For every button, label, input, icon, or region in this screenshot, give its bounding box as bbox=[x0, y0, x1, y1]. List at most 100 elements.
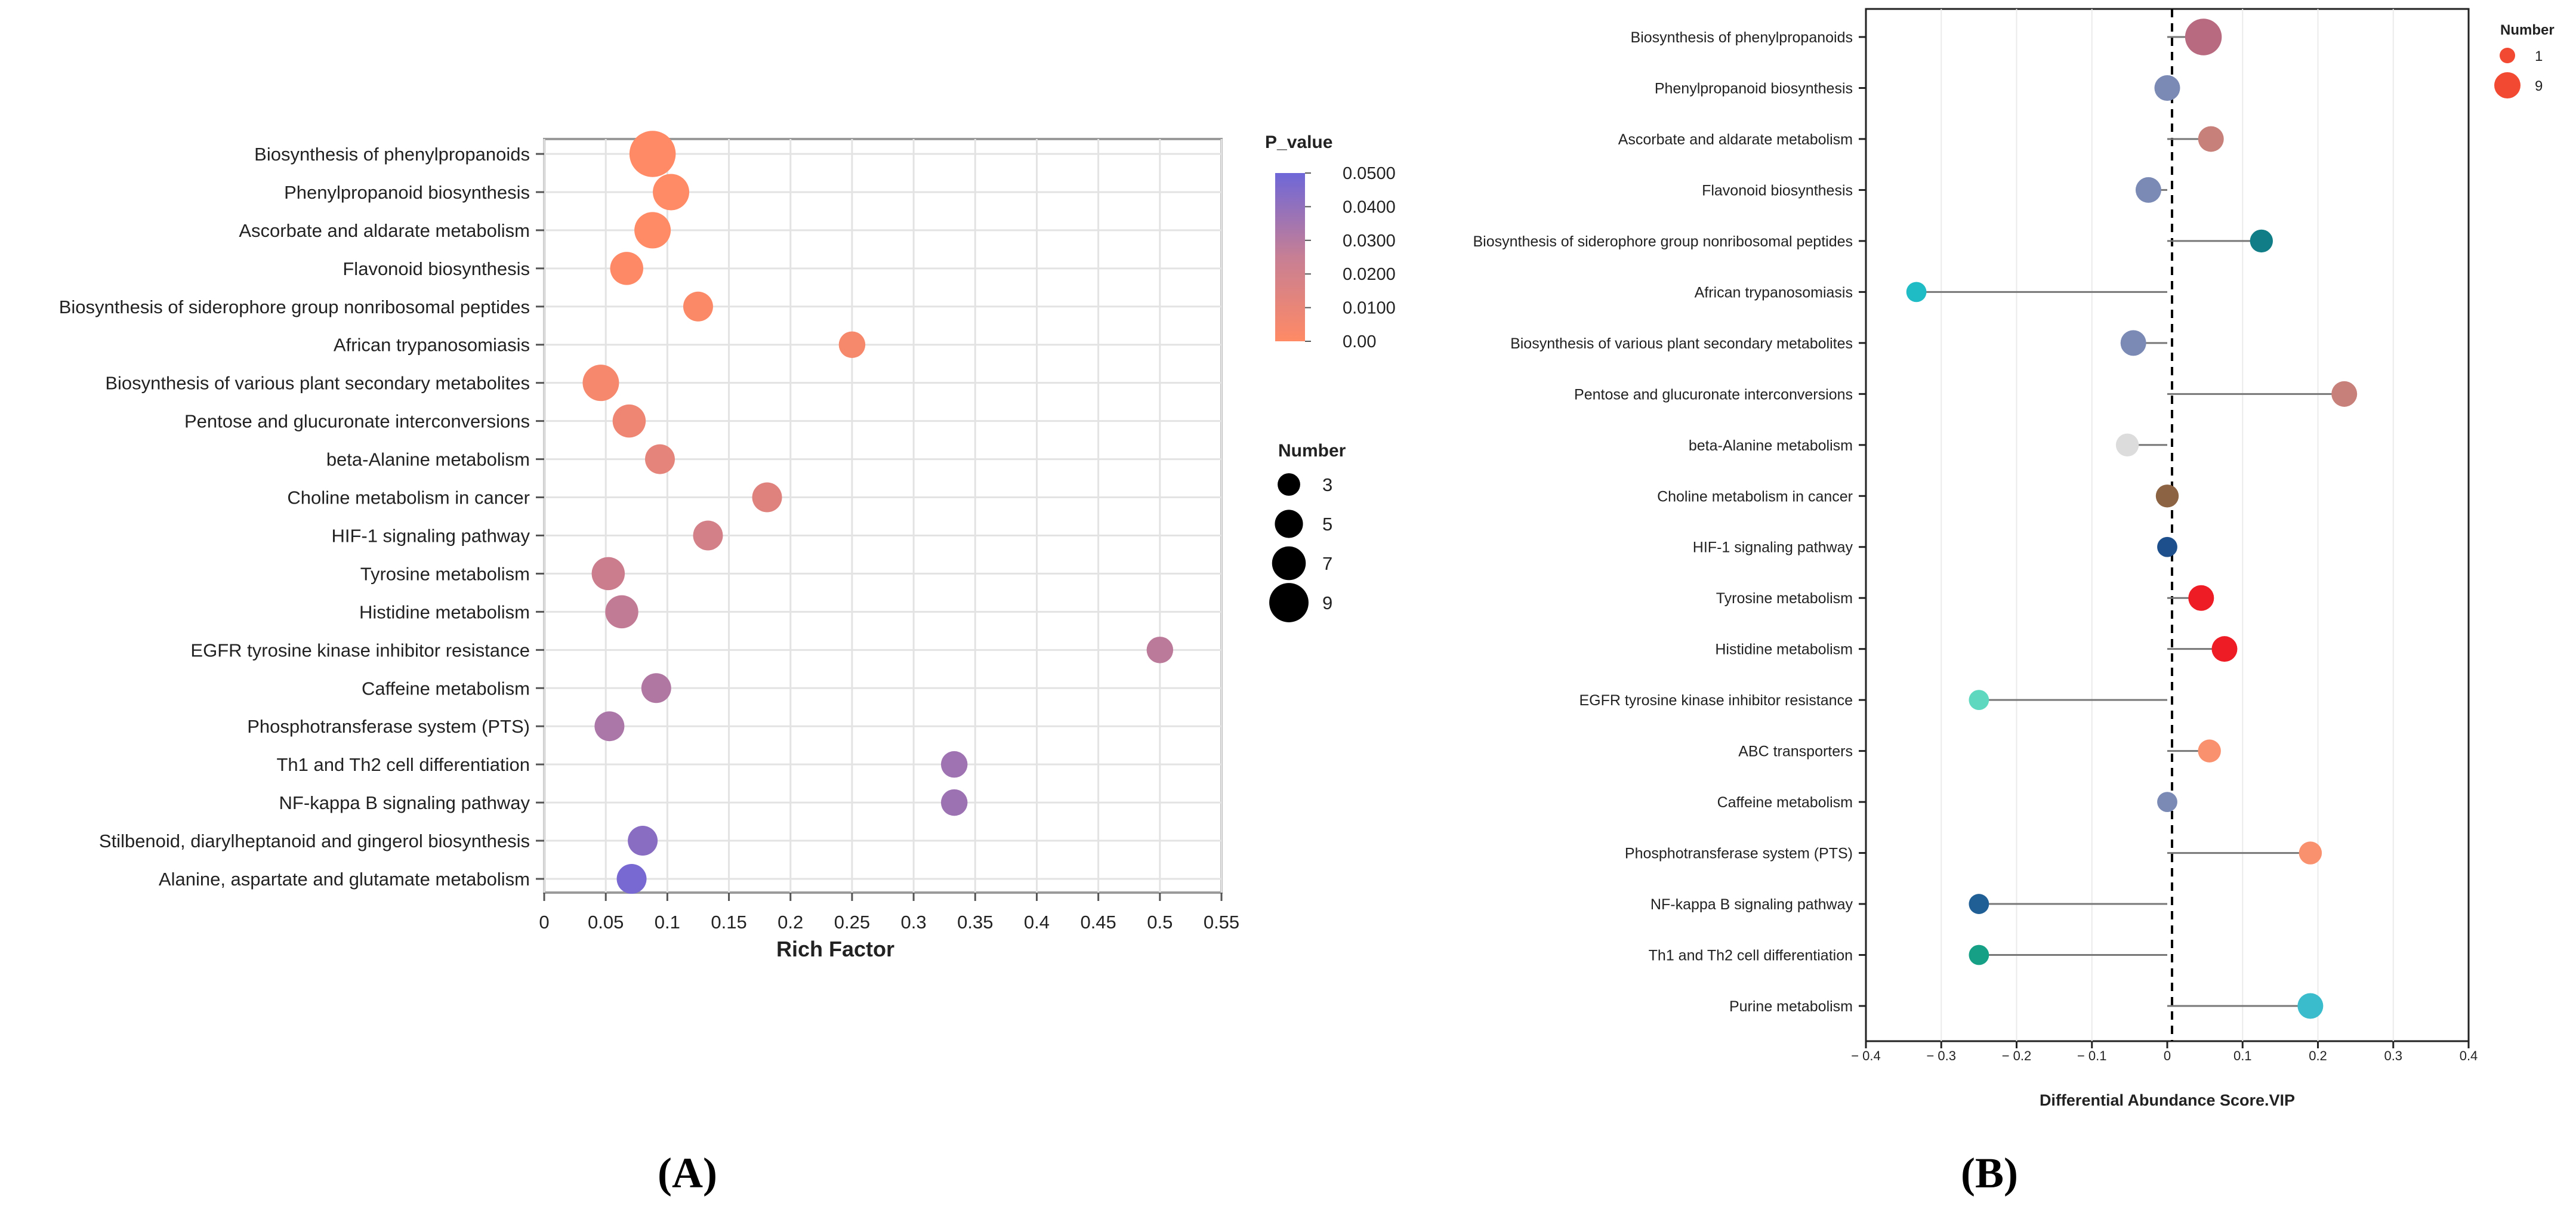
panel-b-dot bbox=[1969, 690, 1989, 710]
color-legend-tick-label: 0.0500 bbox=[1343, 164, 1396, 183]
panel-a-bubble bbox=[839, 331, 866, 358]
panel-b-dot bbox=[2198, 739, 2221, 762]
panel-a-category-label: HIF-1 signaling pathway bbox=[331, 525, 530, 546]
panel-a-bubble bbox=[693, 520, 723, 550]
panel-b-plot-area bbox=[1866, 9, 2469, 1041]
panel-a-bubble bbox=[630, 131, 676, 177]
panel-a-category-labels: Biosynthesis of phenylpropanoids Phenylpr… bbox=[59, 144, 530, 890]
panel-b-x-ticks: − 0.4 − 0.3 − 0.2 − 0.1 0 0.1 0.2 0.3 0.4 bbox=[1851, 1048, 2478, 1063]
color-legend-bar bbox=[1275, 173, 1305, 341]
panel-a-x-tick-label: 0.15 bbox=[711, 912, 746, 933]
panel-b-category-label: Choline metabolism in cancer bbox=[1657, 488, 1853, 505]
panel-a-category-label: Phosphotransferase system (PTS) bbox=[247, 716, 530, 737]
panel-b-category-label: Pentose and glucuronate interconversions bbox=[1574, 386, 1853, 403]
panel-b-size-legend: 19 bbox=[2494, 48, 2543, 98]
panel-b-category-label: African trypanosomiasis bbox=[1695, 284, 1853, 301]
panel-a-category-label: Caffeine metabolism bbox=[362, 678, 530, 699]
size-legend-label: 9 bbox=[1322, 592, 1332, 613]
panel-b-category-label: Phosphotransferase system (PTS) bbox=[1625, 845, 1853, 862]
panel-a-bubble bbox=[594, 711, 624, 741]
panel-a-category-label: Biosynthesis of various plant secondary … bbox=[105, 373, 530, 394]
panel-a-plot-area bbox=[544, 139, 1221, 893]
size-legend-label: 3 bbox=[1322, 474, 1332, 495]
panel-b-dot bbox=[1969, 945, 1989, 965]
panel-b-x-tick-label: 0.3 bbox=[2384, 1048, 2402, 1063]
panel-a-bubble bbox=[645, 445, 675, 474]
panel-b-dot bbox=[2211, 636, 2237, 662]
panel-a-category-label: Phenylpropanoid biosynthesis bbox=[284, 182, 530, 203]
panel-a-x-tick-label: 0.25 bbox=[834, 912, 870, 933]
panel-a-category-label: Pentose and glucuronate interconversions bbox=[184, 411, 530, 432]
panel-b-dot bbox=[2188, 585, 2214, 611]
panel-a-category-label: beta-Alanine metabolism bbox=[326, 449, 530, 470]
panel-b-x-axis-label: Differential Abundance Score.VIP bbox=[2040, 1091, 2295, 1109]
panel-b-x-tick-label: − 0.4 bbox=[1851, 1048, 1881, 1063]
panel-a-bubble bbox=[605, 595, 638, 629]
panel-b-category-label: Ascorbate and aldarate metabolism bbox=[1618, 131, 1853, 148]
panel-b-size-legend-label: 9 bbox=[2535, 78, 2543, 94]
panel-a-bubble bbox=[634, 212, 671, 248]
color-legend-tick-label: 0.0100 bbox=[1343, 299, 1396, 318]
panel-b-category-label: Flavonoid biosynthesis bbox=[1702, 182, 1853, 199]
panel-b-size-legend-circle bbox=[2494, 72, 2521, 98]
panel-b-dot bbox=[1969, 894, 1989, 914]
panel-a-bubble bbox=[941, 751, 968, 778]
panel-b-x-tick-label: − 0.1 bbox=[2077, 1048, 2107, 1063]
panel-a-bubble bbox=[1147, 637, 1174, 663]
panel-b-category-label: Phenylpropanoid biosynthesis bbox=[1655, 80, 1853, 97]
color-legend-tick-label: 0.0400 bbox=[1343, 197, 1396, 217]
color-legend-tick-label: 0.00 bbox=[1343, 332, 1376, 351]
panel-b-dot bbox=[2157, 537, 2177, 557]
panel-a-category-label: Tyrosine metabolism bbox=[360, 563, 530, 584]
figure: Biosynthesis of phenylpropanoids Phenylpr… bbox=[0, 0, 2576, 1213]
panel-b-category-label: beta-Alanine metabolism bbox=[1689, 437, 1853, 454]
panel-b-dot bbox=[2297, 993, 2323, 1019]
panel-b-label: (B) bbox=[1961, 1149, 2018, 1197]
panel-a-category-label: Alanine, aspartate and glutamate metabol… bbox=[159, 869, 530, 890]
panel-a-x-tick-label: 0.1 bbox=[655, 912, 680, 933]
panel-b-x-tick-label: − 0.2 bbox=[2002, 1048, 2032, 1063]
panel-b-category-label: Biosynthesis of siderophore group nonrib… bbox=[1473, 233, 1853, 250]
size-legend-circle bbox=[1278, 473, 1300, 496]
panel-b-dot bbox=[2116, 434, 2139, 456]
panel-a-bubble bbox=[683, 292, 713, 322]
panel-b-category-label: NF-kappa B signaling pathway bbox=[1651, 896, 1853, 913]
panel-a-x-tick-label: 0.4 bbox=[1024, 912, 1050, 933]
panel-b-dot bbox=[2299, 841, 2322, 864]
panel-a-category-label: Biosynthesis of siderophore group nonrib… bbox=[59, 297, 530, 317]
panel-a-x-tick-label: 0.3 bbox=[901, 912, 927, 933]
panel-a-bubble bbox=[653, 174, 689, 210]
size-legend-circle bbox=[1272, 547, 1306, 581]
panel-a-bubble bbox=[628, 826, 658, 856]
panel-b-x-tick-label: 0.1 bbox=[2233, 1048, 2252, 1063]
panel-b-category-label: Tyrosine metabolism bbox=[1716, 590, 1853, 607]
panel-b-category-label: Biosynthesis of various plant secondary … bbox=[1510, 335, 1853, 352]
panel-a-x-tick-label: 0.55 bbox=[1204, 912, 1239, 933]
color-legend-tick-label: 0.0200 bbox=[1343, 265, 1396, 284]
panel-b-dot bbox=[2185, 18, 2222, 55]
panel-b-x-tick-label: 0 bbox=[2164, 1048, 2171, 1063]
panel-a-category-label: EGFR tyrosine kinase inhibitor resistanc… bbox=[190, 640, 530, 660]
panel-b-legend-title: Number bbox=[2500, 22, 2555, 38]
panel-a-bubble bbox=[582, 365, 619, 401]
panel-b-size-legend-circle bbox=[2500, 48, 2515, 63]
panel-a-category-label: Flavonoid biosynthesis bbox=[343, 258, 530, 279]
panel-b-category-label: Histidine metabolism bbox=[1715, 641, 1853, 658]
panel-a-x-tick-label: 0.35 bbox=[957, 912, 993, 933]
color-legend-ticks: 0.0500 0.0400 0.0300 0.0200 0.0100 0.00 bbox=[1305, 164, 1396, 351]
panel-a-category-label: Choline metabolism in cancer bbox=[287, 487, 530, 508]
panel-b-dot bbox=[2250, 230, 2273, 252]
panel-b-x-tick-label: 0.4 bbox=[2460, 1048, 2478, 1063]
size-legend-label: 5 bbox=[1322, 514, 1332, 535]
panel-b-category-label: Th1 and Th2 cell differentiation bbox=[1649, 947, 1853, 964]
panel-a-bubble bbox=[592, 557, 625, 591]
panel-b-x-tick-label: − 0.3 bbox=[1926, 1048, 1956, 1063]
color-legend-title: P_value bbox=[1265, 132, 1332, 152]
panel-a-category-label: African trypanosomiasis bbox=[334, 335, 530, 356]
panel-a-x-axis-label: Rich Factor bbox=[776, 937, 894, 961]
panel-a-chart: Biosynthesis of phenylpropanoids Phenylpr… bbox=[59, 131, 1396, 1197]
panel-b-dot bbox=[1906, 282, 1927, 302]
panel-a-category-label: Biosynthesis of phenylpropanoids bbox=[254, 144, 530, 165]
panel-b-category-label: ABC transporters bbox=[1738, 743, 1853, 760]
color-legend-tick-label: 0.0300 bbox=[1343, 232, 1396, 251]
